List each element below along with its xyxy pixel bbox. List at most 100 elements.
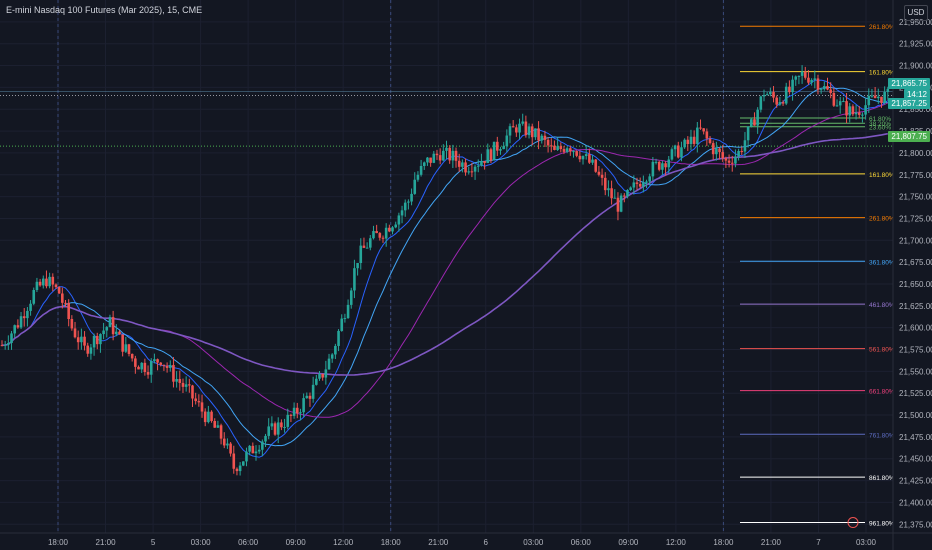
x-tick-label: 18:00 xyxy=(713,538,734,547)
candle-body xyxy=(83,336,86,346)
candle-body xyxy=(413,179,417,194)
candle-body xyxy=(775,97,778,105)
candle-body xyxy=(597,171,601,175)
candle-body xyxy=(562,149,566,152)
candle-body xyxy=(359,245,363,263)
candle-body xyxy=(569,148,572,152)
candle-body xyxy=(518,123,521,133)
candle-body xyxy=(848,106,852,116)
candle-body xyxy=(134,358,137,367)
candle-body xyxy=(537,128,540,141)
candle-body xyxy=(222,438,226,446)
candle-body xyxy=(235,468,239,472)
candle-body xyxy=(13,325,16,334)
candle-body xyxy=(143,362,147,373)
candle-body xyxy=(807,77,810,83)
candle-body xyxy=(197,401,201,403)
y-tick-label: 21,775.00 xyxy=(899,171,932,180)
candle-body xyxy=(505,135,509,147)
candle-body xyxy=(137,366,140,370)
candle-body xyxy=(35,281,39,291)
candle-body xyxy=(102,330,105,335)
candle-body xyxy=(721,152,725,159)
candle-body xyxy=(515,127,518,133)
candle-body xyxy=(496,141,499,151)
candle-body xyxy=(826,86,829,90)
candle-body xyxy=(261,441,264,450)
candle-body xyxy=(276,422,280,435)
candle-body xyxy=(635,182,639,184)
candle-body xyxy=(813,78,817,80)
candle-body xyxy=(718,148,721,153)
candle-body xyxy=(854,112,858,115)
candle-body xyxy=(80,336,83,343)
candle-body xyxy=(486,149,490,164)
candle-body xyxy=(391,227,394,232)
candle-body xyxy=(835,105,839,107)
candle-body xyxy=(476,165,480,167)
candle-body xyxy=(19,316,23,328)
candle-body xyxy=(524,121,528,136)
candle-body xyxy=(216,425,220,428)
fib-level-label: 23.60% - xyxy=(869,125,895,132)
candle-body xyxy=(588,154,591,163)
candle-body xyxy=(38,281,42,286)
candle-body xyxy=(556,146,559,150)
x-tick-label: 12:00 xyxy=(333,538,354,547)
candle-body xyxy=(429,157,432,163)
candle-body xyxy=(473,166,477,172)
candle-body xyxy=(57,287,61,294)
candle-body xyxy=(213,420,217,428)
candle-body xyxy=(289,414,293,416)
moving-average-line xyxy=(1,79,889,458)
candle-body xyxy=(26,310,29,319)
candle-body xyxy=(394,224,397,228)
candle-body xyxy=(229,443,232,454)
candle-body xyxy=(254,451,258,454)
candle-body xyxy=(746,126,750,141)
candle-body xyxy=(226,443,229,446)
candle-body xyxy=(422,162,426,166)
currency-button[interactable]: USD xyxy=(904,5,928,21)
candle-body xyxy=(146,372,150,375)
candle-body xyxy=(772,91,775,98)
candle-body xyxy=(3,344,7,346)
candle-body xyxy=(242,461,245,466)
candle-body xyxy=(451,150,455,161)
candle-body xyxy=(118,331,121,335)
y-tick-label: 21,425.00 xyxy=(899,477,932,486)
candle-body xyxy=(210,411,213,421)
candle-body xyxy=(461,162,464,167)
fib-level-label: 861.80% - xyxy=(869,475,899,482)
candle-body xyxy=(654,161,658,163)
candle-body xyxy=(426,157,429,163)
fib-level-label: 661.80% - xyxy=(869,389,899,396)
candle-body xyxy=(838,101,842,106)
candle-body xyxy=(680,147,683,158)
alert-icon[interactable] xyxy=(847,517,859,529)
candle-body xyxy=(591,159,594,163)
candle-body xyxy=(372,231,375,239)
candle-body xyxy=(823,86,826,90)
candle-body xyxy=(286,414,290,427)
candle-body xyxy=(483,161,486,164)
fib-level-label: 961.80% - xyxy=(869,521,899,528)
candle-body xyxy=(546,139,550,146)
candle-body xyxy=(534,128,537,138)
candle-body xyxy=(92,335,96,348)
y-tick-label: 21,925.00 xyxy=(899,40,932,49)
candle-body xyxy=(702,128,705,132)
candle-body xyxy=(0,345,4,347)
candle-body xyxy=(734,156,737,164)
candle-body xyxy=(489,149,493,161)
candle-body xyxy=(619,195,623,212)
candle-body xyxy=(346,304,350,319)
candle-body xyxy=(740,150,744,152)
candle-body xyxy=(397,215,401,225)
time-axis[interactable]: 18:00 21:00 5 03:00 06:00 09:00 12:00 18:00 21:0… xyxy=(0,532,932,547)
candle-body xyxy=(127,344,131,354)
candle-body xyxy=(181,382,185,387)
candle-body xyxy=(857,112,861,115)
candle-body xyxy=(708,138,712,144)
